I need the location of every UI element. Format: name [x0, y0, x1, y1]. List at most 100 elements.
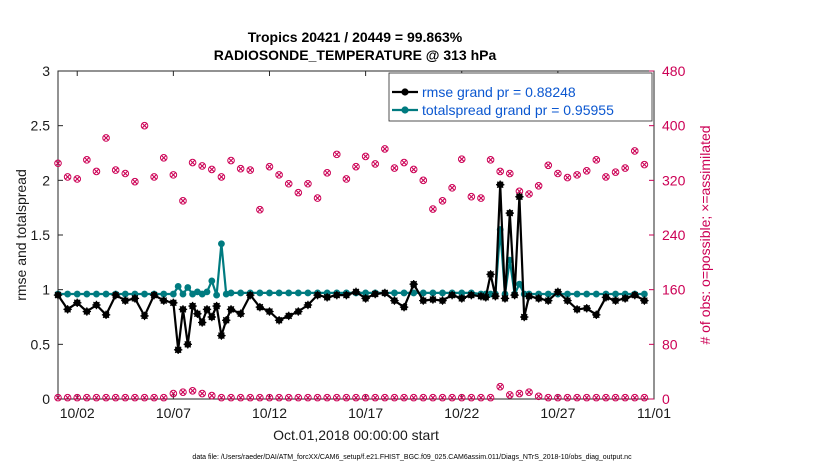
- obs-possible-circle: [332, 393, 341, 402]
- obs-marker: [477, 194, 485, 202]
- rmse-point-ray: [333, 291, 341, 299]
- obs-possible-circle: [506, 169, 514, 178]
- obs-possible-circle: [275, 171, 283, 179]
- obs-possible-circle: [381, 145, 389, 153]
- obs-marker: [544, 161, 553, 170]
- obs-marker: [525, 190, 533, 198]
- obs-possible-circle: [602, 173, 610, 181]
- obs-assimilated-x: [55, 160, 61, 167]
- rmse-point-ray: [487, 270, 494, 278]
- rmse-point-ray: [467, 291, 475, 299]
- obs-assimilated-x: [430, 394, 436, 401]
- obs-marker: [630, 393, 639, 402]
- obs-marker: [534, 182, 543, 190]
- plot-area: [57, 70, 655, 400]
- spread-point: [160, 290, 168, 298]
- rmse-point: [524, 292, 534, 301]
- spread-point: [419, 289, 427, 297]
- obs-possible-circle: [467, 393, 476, 402]
- obs-possible-circle: [371, 160, 380, 168]
- rmse-point: [140, 311, 149, 321]
- rmse-point: [173, 345, 183, 354]
- rmse-point: [611, 296, 620, 305]
- obs-assimilated-x: [516, 390, 523, 397]
- obs-assimilated-x: [487, 394, 494, 401]
- spread-point: [294, 289, 302, 297]
- obs-assimilated-x: [141, 122, 148, 129]
- rmse-point-ray: [285, 312, 293, 320]
- spread-point: [64, 290, 72, 298]
- rmse-point-ray: [237, 310, 245, 318]
- obs-assimilated-x: [555, 170, 561, 177]
- obs-marker: [534, 392, 543, 401]
- legend-box: [388, 72, 653, 122]
- obs-assimilated-x: [564, 174, 571, 181]
- rmse-point-ray: [342, 291, 350, 299]
- obs-marker: [361, 152, 370, 161]
- obs-marker: [188, 387, 197, 395]
- obs-possible-circle: [73, 175, 82, 183]
- obs-possible-circle: [236, 393, 245, 402]
- obs-assimilated-x: [526, 389, 532, 395]
- obs-assimilated-x: [362, 394, 369, 401]
- rmse-point: [226, 305, 236, 314]
- obs-marker: [390, 164, 399, 172]
- x-tick-label: 10/02: [60, 405, 95, 421]
- obs-possible-circle: [131, 177, 139, 186]
- obs-assimilated-x: [285, 180, 292, 187]
- obs-possible-circle: [131, 393, 139, 402]
- rmse-point: [520, 312, 529, 322]
- obs-assimilated-x: [180, 198, 186, 204]
- obs-assimilated-x: [382, 394, 388, 401]
- x-tick-label: 10/12: [252, 405, 287, 421]
- rmse-point: [73, 298, 82, 307]
- obs-possible-circle: [159, 153, 168, 162]
- obs-possible-circle: [150, 173, 158, 181]
- rmse-point-ray: [222, 316, 230, 324]
- obs-assimilated-x: [314, 394, 321, 401]
- obs-assimilated-x: [478, 195, 484, 201]
- rmse-point: [510, 290, 519, 300]
- rmse-point-ray: [193, 310, 201, 318]
- obs-assimilated-x: [228, 157, 234, 164]
- rmse-point-ray: [448, 291, 456, 299]
- obs-possible-circle: [361, 152, 370, 161]
- spread-point: [237, 289, 245, 297]
- legend-marker-rmse: [401, 88, 409, 96]
- obs-possible-circle: [486, 156, 495, 164]
- obs-assimilated-x: [74, 176, 81, 182]
- obs-possible-circle: [63, 393, 72, 402]
- y-tick-labels: 0 0.5 1 1.5 2 2.5 3: [31, 63, 51, 407]
- y-tick-label: 0.5: [31, 336, 51, 352]
- obs-marker: [506, 169, 514, 178]
- rmse-point-ray: [352, 288, 360, 296]
- obs-assimilated-x: [468, 193, 475, 200]
- obs-assimilated-x: [276, 172, 282, 178]
- y-right-axis-label: # of obs: o=possible; ×=assimilated: [697, 125, 713, 344]
- obs-marker: [525, 388, 533, 396]
- obs-possible-circle: [265, 162, 274, 171]
- x-tick-label: 10/22: [444, 405, 479, 421]
- rmse-point-ray: [275, 316, 283, 324]
- obs-possible-circle: [227, 156, 235, 165]
- obs-possible-circle: [102, 134, 110, 142]
- x-tick-label: 11/01: [637, 405, 671, 421]
- rmse-point-ray: [174, 346, 182, 354]
- rmse-point: [620, 294, 630, 303]
- obs-possible-circle: [313, 393, 322, 402]
- rmse-point: [178, 305, 188, 314]
- rmse-point-ray: [189, 302, 196, 310]
- obs-assimilated-x: [507, 392, 513, 398]
- obs-marker: [563, 173, 572, 182]
- obs-assimilated-x: [362, 153, 369, 160]
- rmse-point: [342, 290, 351, 300]
- obs-marker: [265, 393, 274, 402]
- obs-marker: [275, 393, 283, 402]
- obs-possible-circle: [92, 167, 101, 176]
- obs-possible-circle: [534, 392, 543, 401]
- obs-assimilated-x: [555, 394, 561, 401]
- rmse-point-ray: [544, 297, 552, 304]
- obs-possible-circle: [83, 156, 91, 164]
- rmse-point: [202, 305, 212, 314]
- obs-possible-circle: [525, 190, 533, 198]
